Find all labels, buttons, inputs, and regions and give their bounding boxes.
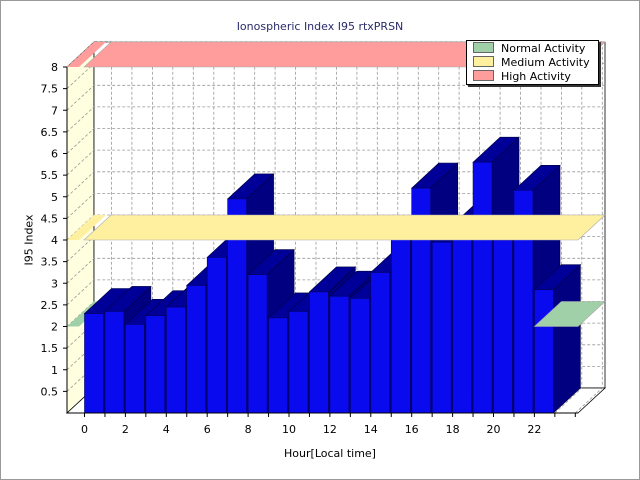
- grid-line-y-13: [66, 84, 605, 111]
- bar-13: [350, 298, 370, 414]
- bar-2: [125, 324, 145, 414]
- bar-1: [104, 311, 125, 414]
- x-tick-label-9: 18: [446, 423, 460, 436]
- legend-item-normal: Normal Activity: [473, 42, 585, 56]
- bar-8: [247, 274, 268, 414]
- y-tick-label-11: 6: [51, 148, 58, 161]
- legend-item-high: High Activity: [473, 70, 571, 84]
- band-back-medium-activity: [67, 215, 106, 240]
- y-tick-label-1: 1: [51, 364, 58, 377]
- bar-0: [84, 313, 104, 414]
- x-tick-label-3: 6: [204, 423, 211, 436]
- y-tick-label-9: 5: [51, 191, 58, 204]
- bar-19: [472, 161, 493, 414]
- bar-17: [431, 241, 452, 414]
- x-tick-label-1: 2: [122, 423, 129, 436]
- band-back-high-activity: [67, 42, 106, 67]
- x-tick-label-10: 20: [487, 423, 501, 436]
- bar-4: [166, 306, 186, 414]
- bar-11: [309, 291, 329, 414]
- y-tick-label-0: 0.5: [41, 385, 59, 398]
- bar-20: [493, 239, 513, 414]
- bar-15: [390, 237, 411, 414]
- legend-swatch-medium: [473, 56, 494, 67]
- band-medium-activity: [83, 214, 606, 241]
- x-tick-label-6: 12: [323, 423, 337, 436]
- x-tick-label-8: 16: [405, 423, 419, 436]
- y-tick-label-5: 3: [51, 277, 58, 290]
- bar-12: [329, 295, 350, 414]
- y-tick-label-12: 6.5: [41, 126, 59, 139]
- bar-18: [452, 224, 472, 414]
- axes: 0.5 1 1.5 2 2.5 3 3.5 4 4.5 5 5.5 6 6.5 7 7.5 8 0 2 4 6 8 10 1…: [41, 61, 578, 436]
- bar-side-22: [553, 264, 581, 414]
- legend-label-medium: Medium Activity: [501, 56, 590, 69]
- legend-item-medium: Medium Activity: [473, 56, 590, 70]
- y-tick-label-15: 8: [51, 61, 58, 74]
- y-tick-label-10: 5.5: [41, 169, 59, 182]
- y-tick-label-2: 1.5: [41, 342, 59, 355]
- bar-22: [534, 289, 554, 414]
- legend-swatch-normal: [473, 42, 494, 53]
- y-tick-label-8: 4.5: [41, 212, 59, 225]
- x-tick-label-0: 0: [81, 423, 88, 436]
- legend: Normal Activity Medium Activity High Act…: [466, 40, 599, 85]
- x-tick-label-4: 8: [245, 423, 252, 436]
- bar-9: [268, 317, 288, 414]
- y-tick-label-7: 4: [51, 234, 58, 247]
- y-tick-label-3: 2: [51, 321, 58, 334]
- grid-line-y-10: [66, 149, 605, 176]
- grid-line-y-11: [66, 128, 605, 154]
- y-tick-label-4: 2.5: [41, 299, 59, 312]
- legend-label-high: High Activity: [501, 70, 571, 83]
- grid-line-x-23: [554, 42, 583, 414]
- y-tick-label-14: 7.5: [41, 83, 59, 96]
- chart-title: Ionospheric Index I95 rtxPRSN: [236, 20, 404, 33]
- x-axis-label: Hour[Local time]: [284, 447, 376, 460]
- x-tick-label-2: 4: [163, 423, 170, 436]
- x-tick-label-5: 10: [282, 423, 296, 436]
- bar-6: [206, 256, 227, 414]
- x-tick-label-7: 14: [364, 423, 378, 436]
- bar-5: [186, 285, 207, 414]
- grid-line-y-12: [66, 106, 605, 133]
- legend-swatch-high: [473, 70, 494, 81]
- legend-label-normal: Normal Activity: [501, 42, 586, 55]
- x-tick-label-11: 22: [527, 423, 541, 436]
- bar-10: [288, 311, 309, 414]
- grid-line-x-24: [575, 42, 603, 414]
- band-normal-activity: [533, 301, 606, 327]
- y-tick-label-13: 7: [51, 104, 58, 117]
- bar-14: [370, 272, 391, 414]
- y-axis-label: I95 Index: [22, 214, 36, 266]
- y-tick-label-6: 3.5: [41, 256, 59, 269]
- bar-3: [145, 315, 166, 414]
